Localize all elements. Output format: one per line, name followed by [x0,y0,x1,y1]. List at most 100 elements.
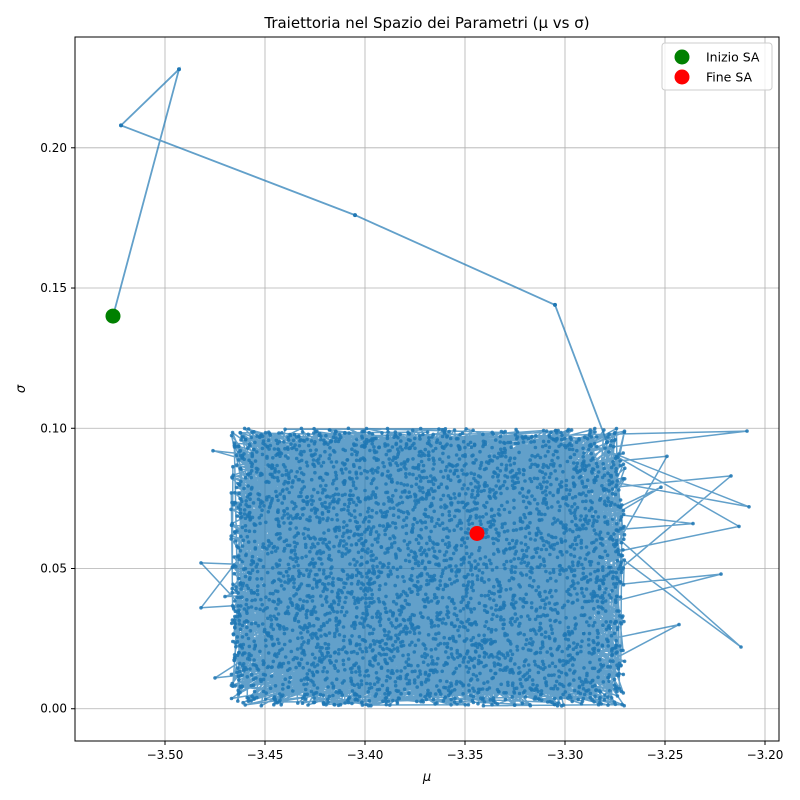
trajectory-point [555,610,560,615]
trajectory-point [561,470,565,474]
trajectory-point [254,466,259,471]
trajectory-point [291,516,295,521]
trajectory-point [378,561,383,565]
trajectory-point [552,462,556,466]
trajectory-point [344,610,349,614]
trajectory-point [503,474,507,478]
trajectory-point [574,440,579,445]
trajectory-point [567,631,572,636]
trajectory-point [320,603,325,607]
trajectory-point [490,445,494,450]
trajectory-point [254,565,258,569]
trajectory-point [320,651,324,656]
trajectory-point [592,666,597,671]
trajectory-point [580,682,585,687]
trajectory-point [473,559,477,563]
trajectory-point [590,489,594,494]
trajectory-point [405,542,410,547]
trajectory-point [449,697,454,702]
trajectory-point [489,561,493,566]
trajectory-point [623,466,627,471]
trajectory-point [564,445,568,450]
trajectory-point [293,443,297,447]
trajectory-point [234,485,239,490]
trajectory-point [330,565,334,569]
trajectory-point [258,607,262,612]
trajectory-point [437,618,441,622]
trajectory-point [451,671,456,676]
trajectory-point [550,653,554,658]
trajectory-point [328,658,332,663]
trajectory-point [469,568,473,572]
trajectory-point [587,518,591,523]
trajectory-point [270,580,275,585]
trajectory-point [502,618,506,622]
trajectory-point [579,649,583,654]
trajectory-point [412,628,416,632]
trajectory-point [360,548,364,553]
trajectory-point [422,469,426,473]
trajectory-point [442,553,447,557]
trajectory-point [579,545,584,550]
trajectory-point [266,616,270,620]
trajectory-point [599,541,603,546]
trajectory-point [299,449,303,454]
trajectory-point [256,668,261,672]
trajectory-point [233,622,237,626]
trajectory-point [349,581,354,586]
trajectory-point [482,650,487,655]
trajectory-point [305,661,310,666]
trajectory-point [303,526,307,531]
trajectory-point [435,556,439,560]
trajectory-point [249,562,253,567]
trajectory-point [306,534,311,538]
trajectory-point [309,609,313,614]
trajectory-point [281,682,285,687]
trajectory-point [233,614,237,619]
trajectory-point [431,576,436,581]
trajectory-point [580,591,584,595]
trajectory-point [363,639,368,644]
trajectory-point [469,565,474,569]
trajectory-point [448,564,453,568]
trajectory-point [377,445,382,450]
trajectory-point [570,504,574,509]
trajectory-point [426,450,431,455]
trajectory-point [459,562,464,567]
trajectory-point [276,451,281,456]
trajectory-point [423,652,427,656]
trajectory-point [443,695,448,699]
trajectory-point [358,647,362,651]
trajectory-point [548,552,552,557]
trajectory-point [250,568,255,572]
trajectory-point [614,538,619,543]
trajectory-point [278,627,282,631]
trajectory-point [383,606,388,611]
trajectory-point [543,454,548,458]
trajectory-point [513,565,518,569]
trajectory-point [370,442,375,446]
trajectory-point [557,564,562,568]
trajectory-point [349,497,354,502]
trajectory-point [277,537,281,541]
trajectory-point [311,542,315,546]
trajectory-point [283,446,287,451]
trajectory-point [598,555,602,559]
trajectory-point [520,701,525,706]
trajectory-point [336,577,341,581]
trajectory-point [319,594,323,598]
trajectory-point [309,439,314,443]
trajectory-point [440,571,445,576]
trajectory-point [454,543,459,548]
trajectory-point [360,638,365,642]
trajectory-point [369,549,374,554]
trajectory-point [452,638,456,643]
trajectory-point [427,574,432,579]
trajectory-point [461,692,465,696]
trajectory-point [511,681,515,685]
trajectory-point [356,532,360,537]
chart-title: Traiettoria nel Spazio dei Parametri (μ … [263,14,589,32]
trajectory-point [549,606,553,611]
trajectory-point [488,490,492,494]
trajectory-point [594,538,599,542]
